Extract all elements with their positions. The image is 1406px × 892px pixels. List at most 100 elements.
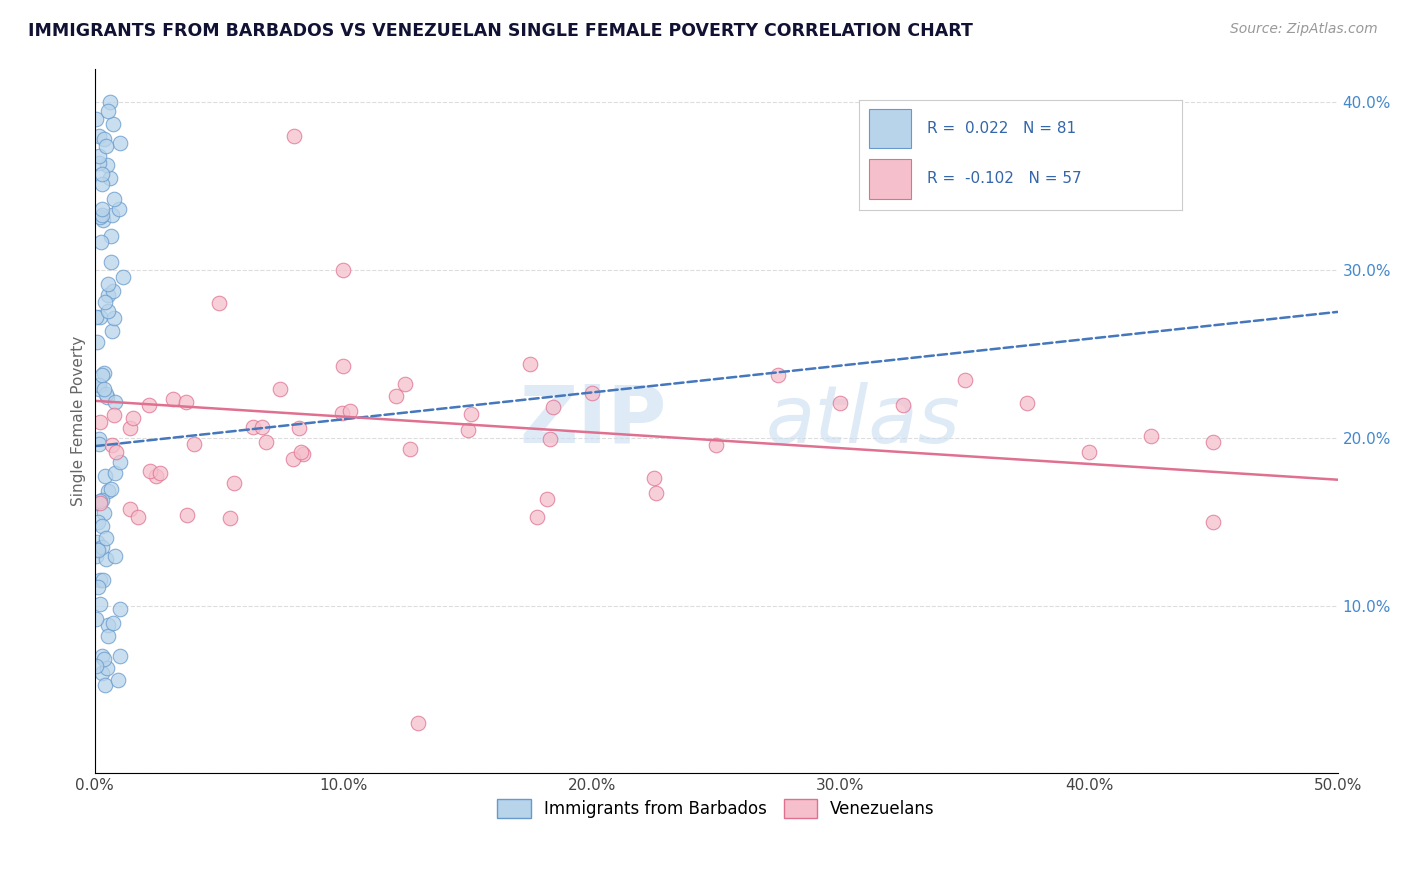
Text: ZIP: ZIP: [519, 382, 666, 460]
Point: [89, 494, 111, 508]
Y-axis label: Single Female Poverty: Single Female Poverty: [72, 336, 86, 506]
Point: [269, 382, 291, 396]
Point: [218, 510, 240, 524]
Point: [222, 476, 245, 491]
Point: [87, 377, 110, 392]
Point: [93, 366, 115, 380]
Point: [110, 136, 132, 151]
Point: [89, 437, 111, 451]
Point: [176, 508, 198, 522]
Point: [536, 491, 558, 506]
Point: [93, 294, 115, 309]
Point: [97, 618, 120, 632]
Point: [104, 445, 127, 459]
Point: [96, 661, 118, 675]
Point: [101, 325, 124, 339]
Point: [87, 156, 110, 170]
Point: [162, 392, 184, 406]
Point: [643, 471, 665, 485]
Point: [250, 420, 273, 434]
Point: [1078, 445, 1101, 459]
Point: [107, 673, 129, 687]
Point: [118, 421, 141, 435]
Point: [139, 464, 162, 478]
Point: [87, 580, 110, 594]
Point: [101, 438, 124, 452]
Point: [1140, 429, 1163, 443]
Point: [101, 208, 124, 222]
Point: [398, 442, 420, 456]
Point: [118, 501, 141, 516]
Point: [87, 128, 110, 143]
Point: [830, 396, 852, 410]
Point: [89, 573, 111, 587]
Point: [768, 368, 790, 382]
Point: [84, 310, 107, 325]
Text: Source: ZipAtlas.com: Source: ZipAtlas.com: [1230, 22, 1378, 37]
Point: [94, 552, 117, 566]
Point: [89, 310, 111, 325]
Point: [384, 389, 406, 403]
Point: [292, 447, 315, 461]
Point: [104, 467, 127, 481]
Point: [254, 435, 277, 450]
Point: [97, 103, 120, 118]
Point: [339, 404, 361, 418]
Point: [110, 601, 132, 615]
Point: [87, 543, 110, 558]
Point: [90, 235, 112, 249]
Point: [100, 254, 122, 268]
Point: [94, 139, 117, 153]
Point: [891, 399, 914, 413]
Point: [89, 149, 111, 163]
Point: [93, 382, 115, 396]
Point: [86, 541, 108, 556]
Point: [84, 658, 107, 673]
Point: [138, 398, 160, 412]
Point: [96, 391, 118, 405]
Point: [1202, 515, 1225, 529]
Point: [97, 303, 120, 318]
Legend: Immigrants from Barbados, Venezuelans: Immigrants from Barbados, Venezuelans: [491, 792, 942, 825]
Point: [457, 424, 479, 438]
Text: atlas: atlas: [766, 382, 960, 460]
Point: [96, 387, 118, 401]
Point: [86, 335, 108, 350]
Point: [91, 177, 114, 191]
Point: [1015, 395, 1038, 409]
Point: [91, 573, 114, 587]
Point: [89, 496, 111, 510]
Point: [208, 296, 231, 310]
Point: [101, 285, 124, 299]
Point: [103, 192, 125, 206]
Point: [98, 170, 121, 185]
Point: [90, 368, 112, 382]
Point: [97, 484, 120, 499]
Point: [87, 383, 110, 397]
Point: [97, 277, 120, 291]
Point: [104, 549, 127, 564]
Point: [90, 208, 112, 222]
Point: [149, 467, 172, 481]
Point: [91, 541, 114, 555]
Point: [90, 492, 112, 507]
Point: [84, 496, 107, 510]
Point: [89, 211, 111, 225]
Point: [127, 509, 149, 524]
Point: [90, 167, 112, 181]
Point: [89, 598, 111, 612]
Point: [89, 415, 111, 429]
Point: [519, 357, 541, 371]
Point: [108, 648, 131, 663]
Point: [84, 549, 107, 563]
Point: [87, 515, 110, 529]
Point: [526, 509, 548, 524]
Point: [283, 128, 305, 143]
Point: [84, 112, 107, 126]
Point: [91, 202, 114, 217]
Point: [97, 287, 120, 301]
Point: [953, 373, 976, 387]
Point: [93, 506, 115, 520]
Point: [91, 665, 114, 680]
Point: [93, 652, 115, 666]
